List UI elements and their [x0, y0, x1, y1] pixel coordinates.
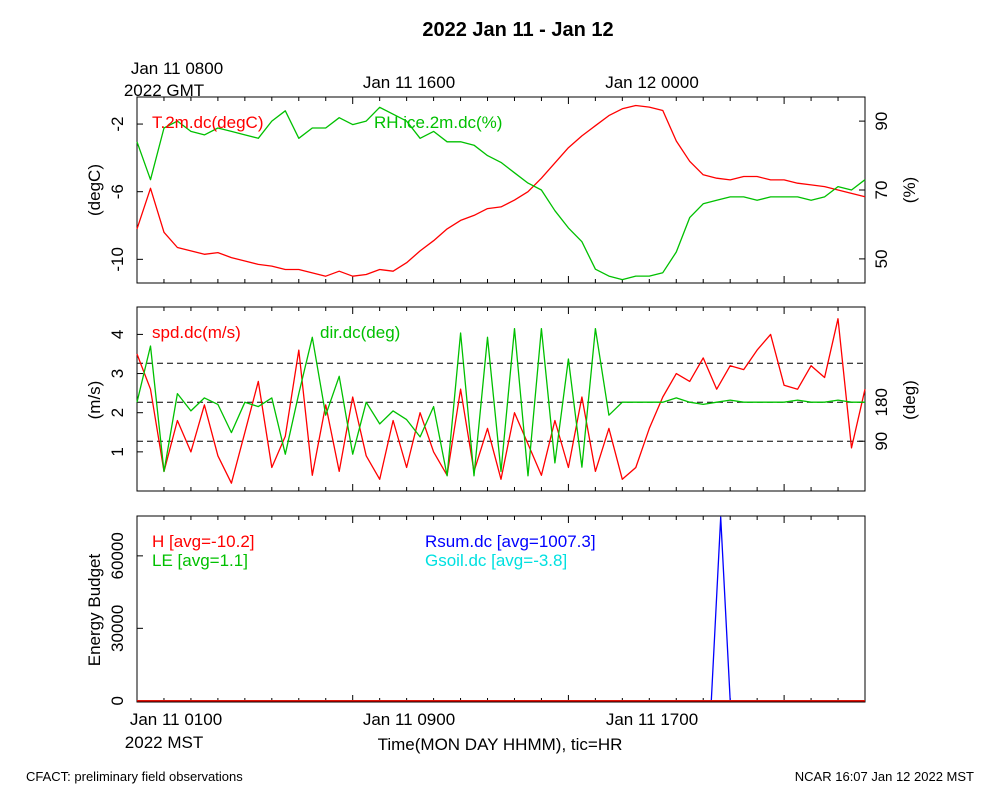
- legend-h: H [avg=-10.2]: [152, 532, 255, 551]
- top-time-start-line2: 2022 GMT: [124, 81, 204, 100]
- wind-panel: 1 2 3 4 90 180: [108, 306, 891, 492]
- plot-frame: [136, 515, 866, 703]
- bottom-time-start-line1: Jan 11 0100: [130, 710, 222, 729]
- legend-wind-direction: dir.dc(deg): [320, 323, 400, 342]
- legend-le: LE [avg=1.1]: [152, 551, 248, 570]
- left-tick-label: -10: [108, 247, 127, 272]
- wind-direction-axis-label: (deg): [900, 380, 919, 420]
- right-tick-label: 70: [872, 181, 891, 200]
- series-line-rh-ice-2m-dc: [136, 106, 866, 281]
- left-tick-label: 0: [108, 696, 127, 705]
- bottom-time-mid: Jan 11 0900: [363, 710, 455, 729]
- left-tick-label: 3: [108, 369, 127, 378]
- right-tick-label: 50: [872, 249, 891, 268]
- bottom-time-start-line2: 2022 MST: [125, 733, 203, 752]
- footer-right: NCAR 16:07 Jan 12 2022 MST: [795, 769, 974, 784]
- plot-frame: [136, 306, 866, 492]
- legend-gsoil: Gsoil.dc [avg=-3.8]: [425, 551, 567, 570]
- footer-left: CFACT: preliminary field observations: [26, 769, 243, 784]
- left-tick-label: 1: [108, 447, 127, 456]
- x-axis-title: Time(MON DAY HHMM), tic=HR: [378, 735, 623, 754]
- legend-rsum: Rsum.dc [avg=1007.3]: [425, 532, 596, 551]
- series-line-dir-dc-deg: [136, 327, 865, 477]
- right-tick-label: 90: [872, 432, 891, 451]
- energy-axis-label: Energy Budget: [85, 553, 104, 666]
- series-line-t-2m-dc-degc: [136, 104, 866, 277]
- bottom-time-end: Jan 11 1700: [606, 710, 698, 729]
- left-tick-label: 4: [108, 330, 127, 339]
- right-tick-label: 90: [872, 112, 891, 131]
- series-line-spd-dc-m-s: [136, 318, 866, 484]
- wind-speed-axis-label: (m/s): [85, 381, 104, 420]
- temperature-axis-label: (degC): [85, 164, 104, 216]
- temperature-humidity-panel: -2 -6 -10 90 70 50: [108, 96, 891, 284]
- legend-humidity: RH.ice.2m.dc(%): [374, 113, 502, 132]
- left-tick-label: -6: [108, 184, 127, 199]
- chart-title: 2022 Jan 11 - Jan 12: [422, 19, 613, 41]
- top-time-end: Jan 12 0000: [605, 73, 699, 92]
- humidity-axis-label: (%): [900, 177, 919, 203]
- left-tick-label: 60000: [108, 532, 127, 579]
- left-tick-label: -2: [108, 116, 127, 131]
- legend-wind-speed: spd.dc(m/s): [152, 323, 241, 342]
- top-time-mid: Jan 11 1600: [363, 73, 455, 92]
- energy-budget-panel: 0 30000 60000: [108, 515, 866, 706]
- legend-temperature: T.2m.dc(degC): [152, 113, 263, 132]
- left-tick-label: 30000: [108, 605, 127, 652]
- top-time-start-line1: Jan 11 0800: [131, 59, 223, 78]
- right-tick-label: 180: [872, 388, 891, 416]
- left-tick-label: 2: [108, 408, 127, 417]
